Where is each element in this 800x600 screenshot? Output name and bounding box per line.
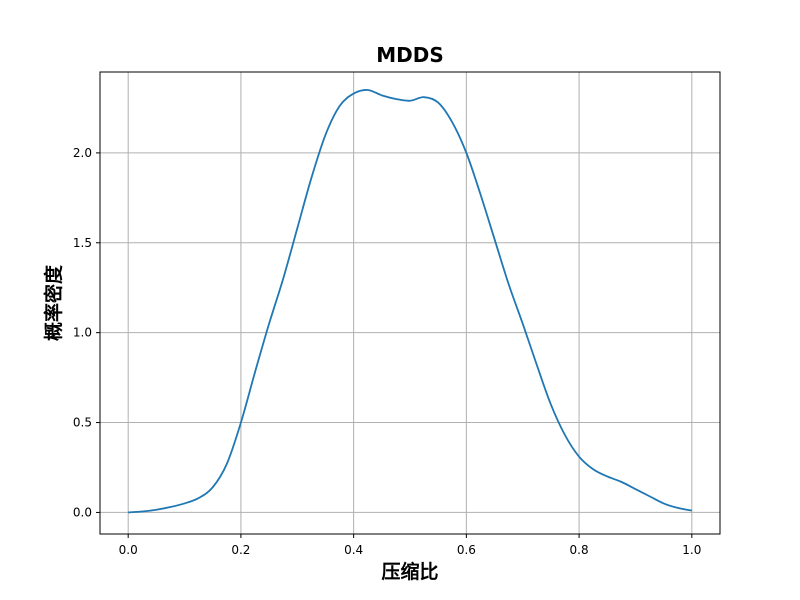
y-tick-label: 1.5 [73,236,92,250]
chart-title: MDDS [376,43,444,67]
y-tick-label: 0.0 [73,505,92,519]
y-axis-label: 概率密度 [42,264,65,341]
y-tick-label: 1.0 [73,326,92,340]
x-axis-label: 压缩比 [381,560,438,583]
x-tick-label: 0.4 [344,543,363,557]
grid-lines [100,72,720,534]
plot-frame [99,71,721,535]
density-line-group [128,89,692,514]
y-tick-label: 2.0 [73,146,92,160]
x-tick-label: 0.0 [119,543,138,557]
density-curve [128,89,692,514]
x-tick-label: 0.2 [231,543,250,557]
x-tick-label: 0.8 [570,543,589,557]
x-tick-label: 1.0 [682,543,701,557]
x-tick-label: 0.6 [457,543,476,557]
y-tick-label: 0.5 [73,416,92,430]
axis-ticks: 0.0 0.2 0.4 0.6 0.8 1.0 0.0 0.5 1.0 1.5 2.0 [73,146,701,557]
